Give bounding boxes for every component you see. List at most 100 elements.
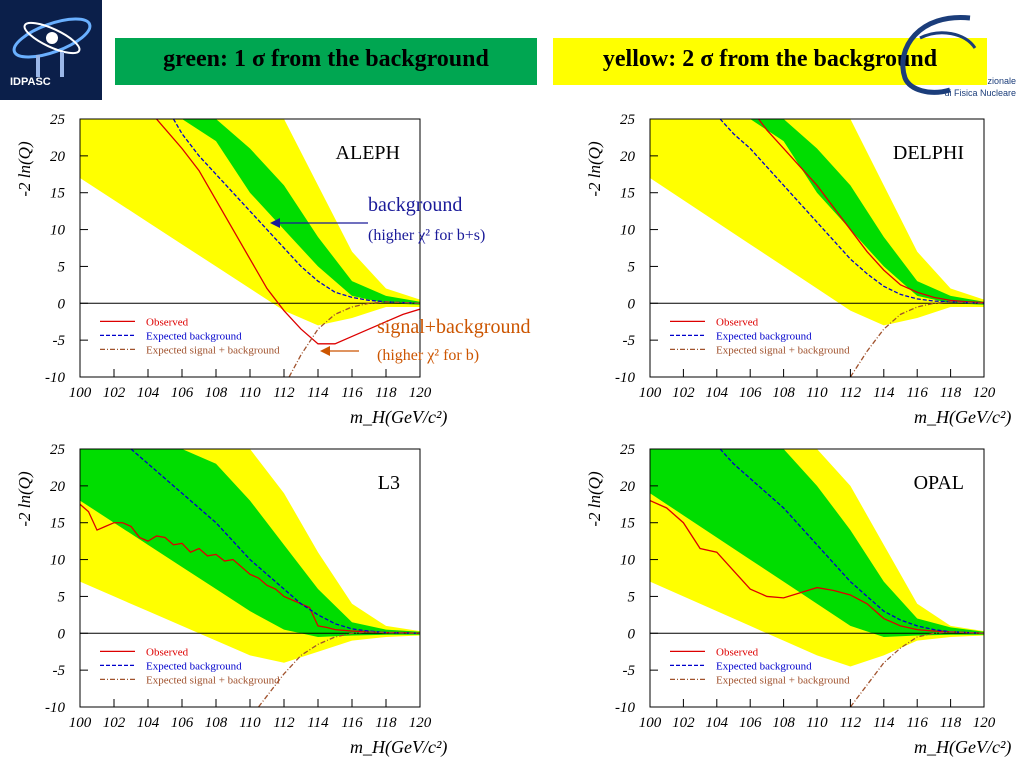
observed-line [758,119,984,304]
x-tick-label: 120 [973,715,996,731]
chart-panel: 100 102 104 106 108 110 112 114 116 118 1202520151… [585,112,1011,428]
x-tick-label: 100 [639,715,662,731]
x-tick-label: 102 [103,715,126,731]
y-tick-label: -5 [53,663,66,679]
x-axis-label: m_H(GeV/c²) [914,407,1011,428]
observed-line [80,503,420,634]
x-tick-label: 116 [907,385,929,401]
y-tick-label: 20 [50,479,66,495]
x-tick-label: 108 [772,715,795,731]
one-sigma-band [650,449,984,637]
x-tick-label: 100 [69,385,92,401]
expected-signal-background-line [849,301,984,377]
x-axis-label: m_H(GeV/c²) [350,407,447,428]
plot-area [650,449,984,707]
chart-title: ALEPH [336,142,400,164]
one-sigma-band [80,119,420,305]
y-tick-label: 20 [620,149,636,165]
background-arrow-head [270,218,280,228]
x-tick-label: 112 [840,385,862,401]
chart-title: OPAL [914,472,964,494]
x-tick-label: 114 [307,385,329,401]
legend-entry: Expected background [716,330,812,342]
x-tick-label: 108 [772,385,795,401]
y-tick-label: 5 [628,589,636,605]
plot-area [80,449,420,707]
y-tick-label: 25 [620,112,636,128]
expected-background-line [719,449,984,634]
legend-entry: Expected signal + background [716,344,850,356]
y-axis-label: -2 ln(Q) [15,141,34,197]
legend-entry: Observed [146,646,189,658]
idpasc-logo-graphic [12,17,92,77]
infn-logo: zionale di Fisica Nucleare [880,8,1020,103]
x-tick-label: 108 [205,385,228,401]
x-tick-label: 102 [103,385,126,401]
expected-background-line [172,119,420,304]
y-tick-label: 10 [50,553,66,569]
x-tick-label: 118 [375,385,397,401]
one-sigma-band [650,119,984,305]
x-tick-label: 114 [307,715,329,731]
x-tick-label: 102 [672,715,695,731]
x-tick-label: 120 [973,385,996,401]
x-tick-label: 110 [806,385,828,401]
y-axis-label: -2 ln(Q) [585,471,604,527]
yellow-band-label: yellow: 2 σ from the background [602,46,938,72]
expected-signal-background-line [288,301,420,377]
y-tick-label: -10 [45,700,65,716]
x-tick-label: 114 [873,385,895,401]
signal-annotation-sub: (higher χ² for b) [377,347,479,364]
y-tick-label: 0 [628,626,636,642]
y-tick-label: 25 [50,442,66,458]
y-tick-label: 15 [50,186,66,202]
idpasc-logo-text: IDPASC [10,76,51,88]
y-tick-label: -5 [53,333,66,349]
y-tick-label: 25 [50,112,66,128]
x-tick-label: 108 [205,715,228,731]
y-tick-label: 15 [620,186,636,202]
x-tick-label: 118 [940,385,962,401]
x-tick-label: 112 [273,385,295,401]
x-tick-label: 106 [739,715,762,731]
chart-panel: 100 102 104 106 108 110 112 114 116 118 1202520151… [585,442,1011,758]
x-tick-label: 110 [239,715,261,731]
x-tick-label: 112 [840,715,862,731]
plot-area [80,119,420,377]
x-tick-label: 118 [375,715,397,731]
x-tick-label: 112 [273,715,295,731]
x-tick-label: 100 [639,385,662,401]
legend-entry: Expected background [146,660,242,672]
plot-area [650,119,984,377]
x-axis-label: m_H(GeV/c²) [914,737,1011,758]
x-tick-label: 106 [739,385,762,401]
y-tick-label: 5 [58,259,66,275]
observed-line [156,119,420,345]
x-tick-label: 104 [137,385,160,401]
green-band-label: green: 1 σ from the background [163,46,489,72]
chart-title: L3 [378,472,400,494]
y-tick-label: 20 [50,149,66,165]
infn-logo-line2: di Fisica Nucleare [944,88,1016,98]
yellow-band-legend: yellow: 2 σ from the background [553,38,987,85]
y-tick-label: 0 [58,626,66,642]
x-tick-label: 118 [940,715,962,731]
y-tick-label: 10 [620,223,636,239]
y-axis-label: -2 ln(Q) [585,141,604,197]
x-tick-label: 116 [341,385,363,401]
y-tick-label: 0 [628,296,636,312]
x-tick-label: 116 [907,715,929,731]
legend-entry: Observed [716,316,759,328]
one-sigma-band [80,449,420,637]
y-tick-label: -5 [623,333,636,349]
x-tick-label: 106 [171,385,194,401]
y-tick-label: 5 [58,589,66,605]
x-tick-label: 100 [69,715,92,731]
x-tick-label: 110 [239,385,261,401]
x-tick-label: 104 [706,715,729,731]
annotation-layer: background (higher χ² for b+s) signal+ba… [270,194,530,364]
x-axis-label: m_H(GeV/c²) [350,737,447,758]
y-axis-label: -2 ln(Q) [15,471,34,527]
x-tick-label: 120 [409,715,432,731]
legend-entry: Expected background [716,660,812,672]
